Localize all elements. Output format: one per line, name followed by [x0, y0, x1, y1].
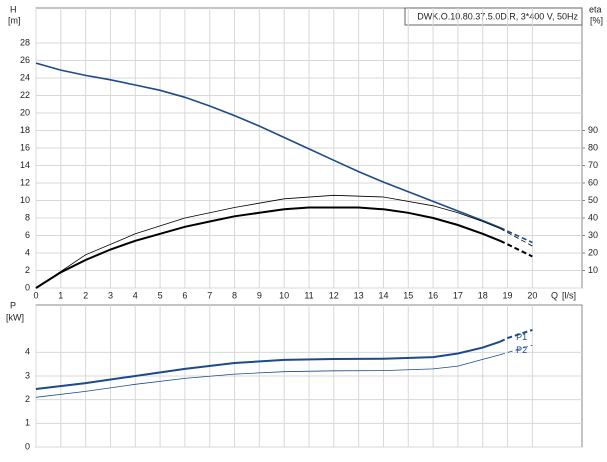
curve: [35, 340, 501, 390]
y-tick-label: 0: [25, 441, 30, 451]
y2-label: eta: [589, 4, 602, 14]
y-label: H: [10, 4, 17, 14]
y-tick-label: 2: [25, 265, 30, 275]
y2-tick-label: 90: [588, 125, 598, 135]
y2-tick-label: 50: [588, 195, 598, 205]
y-tick-label: 12: [20, 177, 30, 187]
y-tick-label: 28: [20, 37, 30, 47]
y2-tick-label: 80: [588, 142, 598, 152]
x-tick-label: 9: [257, 290, 262, 300]
y-tick-label: 4: [25, 347, 30, 357]
curve: [499, 328, 533, 343]
x-tick-label: 12: [329, 290, 339, 300]
x-tick-label: 13: [354, 290, 364, 300]
title-box: [404, 7, 583, 26]
x-tick-label: 3: [108, 290, 113, 300]
y-tick-label: 3: [25, 370, 30, 380]
y2-tick-label: 30: [588, 230, 598, 240]
curve: [499, 228, 533, 247]
y-label-unit: [kW]: [6, 312, 24, 322]
curve: [35, 354, 501, 398]
x-tick-label: 11: [304, 290, 313, 300]
x-tick-label: 2: [83, 290, 88, 300]
x-tick-label: 8: [232, 290, 237, 300]
y2-tick-label: 10: [588, 265, 598, 275]
curve: [499, 239, 533, 258]
x-label-unit: [l/s]: [562, 290, 576, 300]
y-tick-label: 4: [25, 247, 30, 257]
y-tick-label: 0: [25, 282, 30, 292]
y2-tick-label: 40: [588, 212, 598, 222]
x-tick-label: 18: [478, 290, 488, 300]
chart-title: DWK.O.10.80.37.5.0D.R, 3*400 V, 50Hz: [417, 11, 578, 21]
x-tick-label: 16: [428, 290, 438, 300]
y-tick-label: 26: [20, 55, 30, 65]
series-label: P1: [516, 332, 527, 342]
x-label: Q: [551, 290, 558, 300]
x-tick-label: 1: [58, 290, 63, 300]
x-tick-label: 20: [527, 290, 537, 300]
y-tick-label: 10: [20, 195, 30, 205]
y-tick-label: 16: [20, 142, 30, 152]
y-tick-label: 8: [25, 212, 30, 222]
x-tick-label: 7: [207, 290, 212, 300]
curve: [35, 62, 501, 229]
curve: [35, 206, 501, 289]
x-tick-label: 0: [33, 290, 38, 300]
y-tick-label: 22: [20, 90, 30, 100]
y2-label-unit: [%]: [590, 15, 603, 25]
y-tick-label: 1: [25, 418, 30, 428]
x-tick-label: 14: [378, 290, 388, 300]
y-tick-label: 24: [20, 72, 30, 82]
y-tick-label: 14: [20, 160, 30, 170]
x-tick-label: 6: [182, 290, 187, 300]
x-tick-label: 4: [133, 290, 138, 300]
y2-tick-label: 70: [588, 160, 598, 170]
y-label: P: [10, 300, 16, 310]
x-tick-label: 10: [279, 290, 289, 300]
y2-tick-label: 20: [588, 247, 598, 257]
series-label: P2: [516, 345, 527, 355]
y2-tick-label: 60: [588, 177, 598, 187]
x-tick-label: 15: [403, 290, 413, 300]
curve: [499, 226, 533, 244]
x-tick-label: 5: [158, 290, 163, 300]
y-tick-label: 2: [25, 394, 30, 404]
y-tick-label: 20: [20, 107, 30, 117]
x-tick-label: 19: [503, 290, 513, 300]
x-tick-label: 17: [453, 290, 463, 300]
y-tick-label: 18: [20, 125, 30, 135]
curve: [499, 344, 533, 356]
y-tick-label: 6: [25, 230, 30, 240]
curve: [35, 194, 501, 289]
y-label-unit: [m]: [8, 15, 21, 25]
